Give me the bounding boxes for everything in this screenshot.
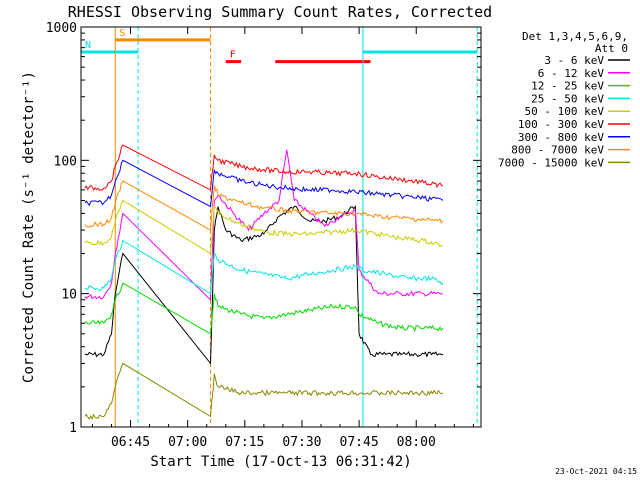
x-tick-label-0700: 07:00	[168, 435, 207, 450]
series-line-300-800-kev	[84, 159, 444, 208]
footer-timestamp: 23-Oct-2021 04:15	[555, 467, 637, 476]
series-line-12-25-kev	[84, 282, 444, 335]
vlines-layer	[80, 27, 478, 427]
flag-n-label: N	[85, 40, 91, 51]
legend-label-12-25-kev: 12 - 25 keV	[531, 80, 604, 93]
series-line-25-50-kev	[84, 239, 444, 295]
legend-label-300-800-kev: 300 - 800 keV	[518, 131, 604, 144]
series-layer	[84, 144, 444, 421]
legend-label-7000-15000-kev: 7000 - 15000 keV	[498, 156, 604, 169]
series-line-7000-15000-kev	[84, 362, 444, 421]
flag-s-label: S	[119, 28, 125, 39]
y-tick-label-100: 100	[54, 154, 77, 169]
series-line-3-6-kev	[84, 205, 443, 365]
flags-layer: S N F	[81, 28, 478, 64]
y-ticks: 1 10 100 1000	[46, 21, 481, 436]
legend-header-line-1: Det 1,3,4,5,6,9,	[522, 30, 628, 43]
y-tick-label-1: 1	[69, 421, 77, 436]
plot-frame	[80, 26, 482, 428]
x-tick-label-0715: 07:15	[225, 435, 264, 450]
x-ticks: 06:45 07:00 07:15 07:30 07:45 08:00	[91, 27, 474, 450]
x-tick-label-0730: 07:30	[282, 435, 321, 450]
x-tick-label-0745: 07:45	[340, 435, 379, 450]
legend-label-6-12-kev: 6 - 12 keV	[538, 67, 605, 80]
series-line-6-12-kev	[84, 149, 443, 301]
series-line-800-7000-kev	[84, 180, 444, 231]
y-axis-label: Corrected Count Rate (s⁻¹ detector⁻¹)	[21, 71, 37, 383]
y-tick-label-1000: 1000	[46, 21, 77, 36]
series-line-100-300-kev	[84, 144, 444, 191]
flag-f-label: F	[230, 50, 236, 61]
chart-title: RHESSI Observing Summary Count Rates, Co…	[68, 3, 492, 21]
legend-label-3-6-kev: 3 - 6 keV	[544, 54, 604, 67]
legend-label-25-50-kev: 25 - 50 keV	[531, 92, 604, 105]
series-line-50-100-kev	[84, 199, 443, 255]
legend-label-800-7000-kev: 800 - 7000 keV	[511, 144, 604, 157]
x-tick-label-0800: 08:00	[397, 435, 436, 450]
legend-label-100-300-kev: 100 - 300 keV	[518, 118, 604, 131]
legend-header-line-2: Att 0	[595, 42, 628, 55]
x-axis-label: Start Time (17-Oct-13 06:31:42)	[150, 454, 411, 470]
y-tick-label-10: 10	[61, 288, 77, 303]
legend-label-50-100-kev: 50 - 100 keV	[525, 105, 605, 118]
x-tick-label-0645: 06:45	[111, 435, 150, 450]
